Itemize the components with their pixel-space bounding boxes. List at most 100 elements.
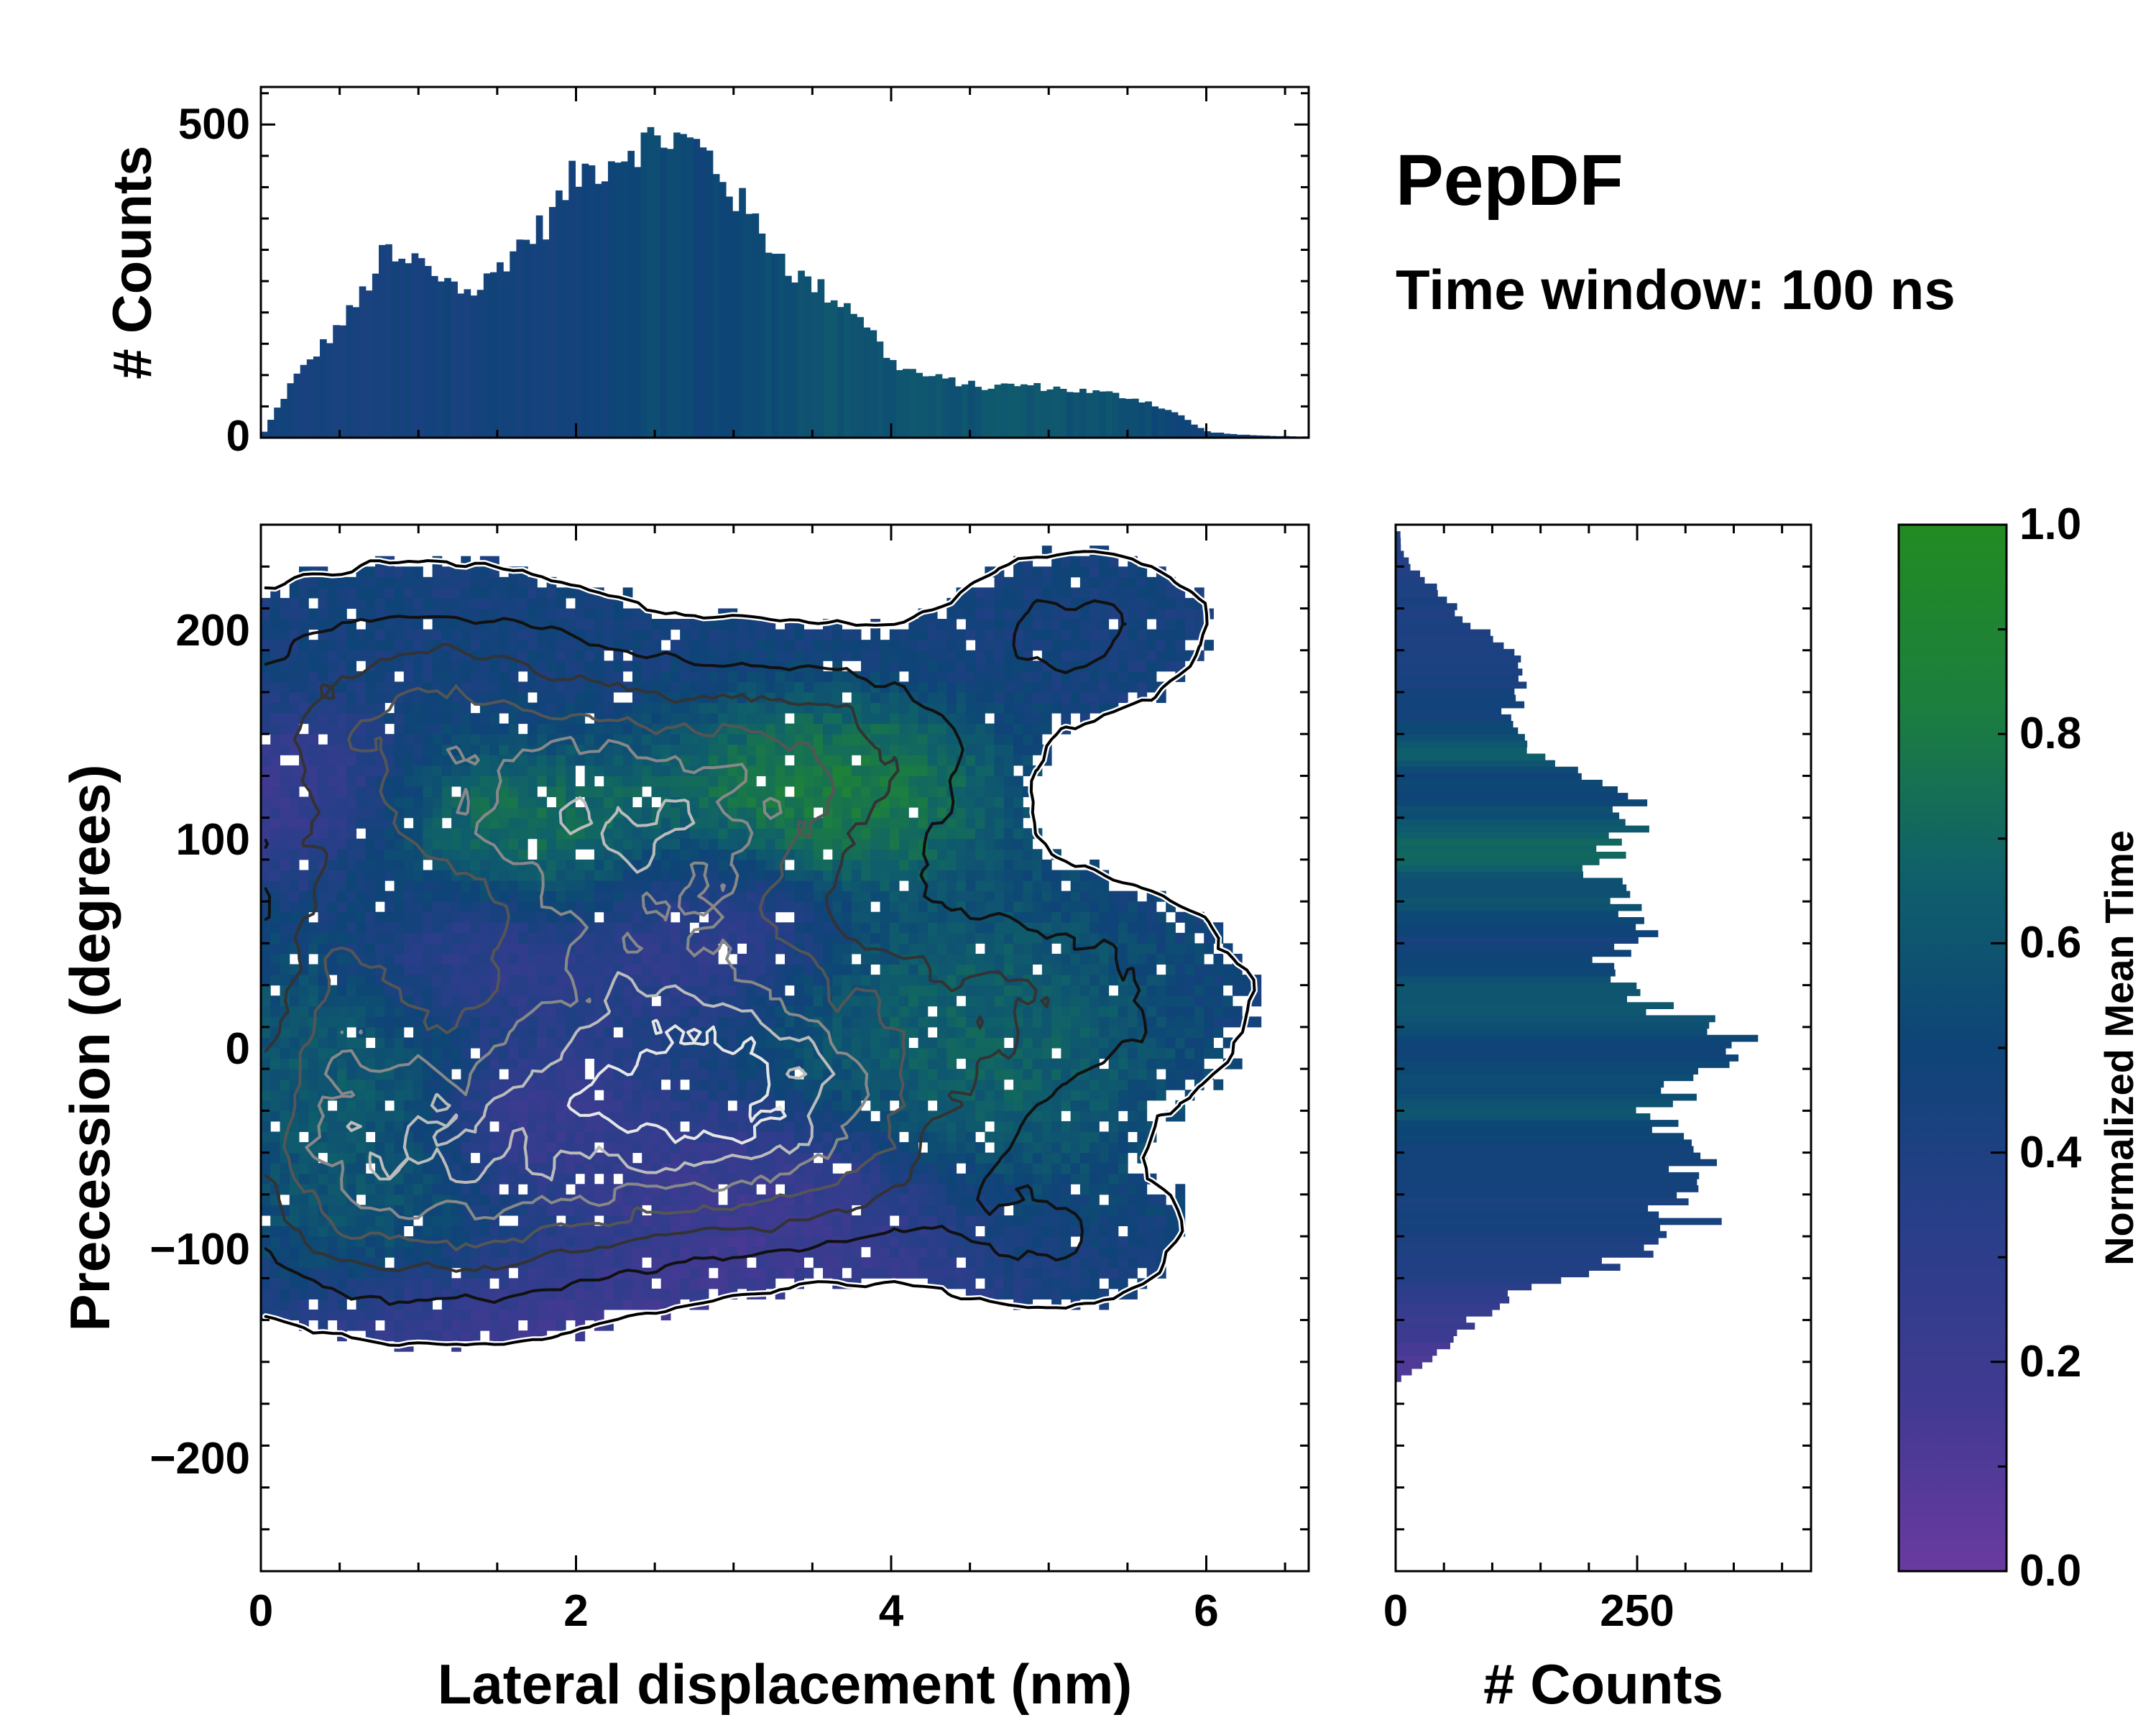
heatmap-cell [461,1016,471,1028]
heatmap-cell [965,1173,976,1184]
heatmap-cell [566,786,576,798]
heatmap-cell [1166,1016,1176,1028]
heatmap-cell [1079,1152,1090,1164]
heatmap-cell [270,953,280,965]
heatmap-cell [651,1100,662,1111]
heatmap-cell [584,1257,595,1269]
top-histogram-bar [811,292,819,438]
heatmap-cell [375,1131,385,1143]
heatmap-cell [337,891,347,902]
heatmap-cell [889,859,900,870]
heatmap-cell [365,901,376,913]
heatmap-cell [1023,1215,1033,1227]
heatmap-cell [832,995,843,1007]
heatmap-cell [842,1058,852,1070]
heatmap-cell [613,1079,624,1090]
top-histogram-bar [1217,432,1225,438]
heatmap-cell [308,1173,319,1184]
top-histogram-bar [640,132,648,438]
heatmap-cell [1061,1058,1072,1070]
heatmap-cell [337,807,347,819]
heatmap-cell [994,1267,1005,1279]
heatmap-cell [851,1184,862,1195]
heatmap-cell [499,1006,510,1017]
heatmap-cell [289,1058,300,1070]
heatmap-cell [1166,1215,1176,1227]
heatmap-cell [479,859,490,870]
heatmap-cell [1070,870,1081,881]
heatmap-cell [556,964,566,975]
heatmap-cell [946,1152,957,1164]
heatmap-cell [479,1006,490,1017]
heatmap-cell [499,1048,510,1059]
heatmap-cell [413,1330,423,1342]
heatmap-cell [479,1079,490,1090]
heatmap-cell [327,1037,338,1049]
heatmap-cell [1099,1110,1110,1122]
heatmap-cell [441,901,452,913]
heatmap-cell [594,1058,604,1070]
heatmap-cell [375,849,385,860]
heatmap-cell [327,1121,338,1132]
heatmap-cell [832,1100,843,1111]
heatmap-cell [1166,1026,1176,1038]
heatmap-cell [718,1100,728,1111]
heatmap-cell [261,817,271,829]
heatmap-cell [470,922,481,934]
heatmap-cell [851,1006,862,1017]
heatmap-cell [985,817,995,829]
heatmap-cell [842,911,852,923]
top-histogram-bar [535,215,543,438]
heatmap-cell [375,1142,385,1154]
heatmap-cell [785,1100,795,1111]
heatmap-cell [289,1026,300,1038]
heatmap-cell [765,1163,776,1174]
heatmap-cell [794,953,804,965]
heatmap-cell [470,1110,481,1122]
heatmap-cell [270,1163,280,1174]
heatmap-cell [470,953,481,965]
heatmap-cell [880,880,890,892]
heatmap-cell [899,1257,909,1269]
heatmap-cell [517,1069,528,1080]
heatmap-cell [356,776,367,787]
heatmap-cell [423,1267,433,1279]
heatmap-cell [937,995,947,1007]
heatmap-cell [794,922,804,934]
heatmap-cell [575,1184,586,1195]
heatmap-cell [1032,1142,1043,1154]
heatmap-cell [622,1026,633,1038]
heatmap-cell [937,1016,947,1028]
heatmap-cell [308,932,319,944]
heatmap-cell [975,1006,985,1017]
heatmap-cell [1222,1016,1233,1028]
heatmap-cell [823,1267,833,1279]
heatmap-cell [813,922,824,934]
heatmap-cell [1089,1225,1100,1237]
heatmap-cell [1070,1048,1081,1059]
heatmap-cell [1175,911,1186,923]
heatmap-cell [556,765,566,776]
heatmap-cell [375,1110,385,1122]
heatmap-cell [642,776,652,787]
heatmap-cell [918,975,929,986]
heatmap-cell [670,817,681,829]
heatmap-cell [413,911,423,923]
heatmap-cell [1003,838,1014,850]
heatmap-cell [899,1215,909,1227]
heatmap-cell [470,1100,481,1111]
heatmap-cell [775,765,786,776]
heatmap-cell [517,1215,528,1227]
heatmap-cell [432,1320,443,1331]
heatmap-cell [1213,985,1224,996]
heatmap-cell [508,1069,519,1080]
heatmap-cell [985,1288,995,1300]
heatmap-cell [556,943,566,954]
heatmap-cell [594,932,604,944]
heatmap-cell [365,911,376,923]
heatmap-cell [908,1058,919,1070]
heatmap-cell [432,1246,443,1258]
heatmap-cell [1118,901,1128,913]
heatmap-cell [337,838,347,850]
heatmap-cell [1051,1225,1061,1237]
